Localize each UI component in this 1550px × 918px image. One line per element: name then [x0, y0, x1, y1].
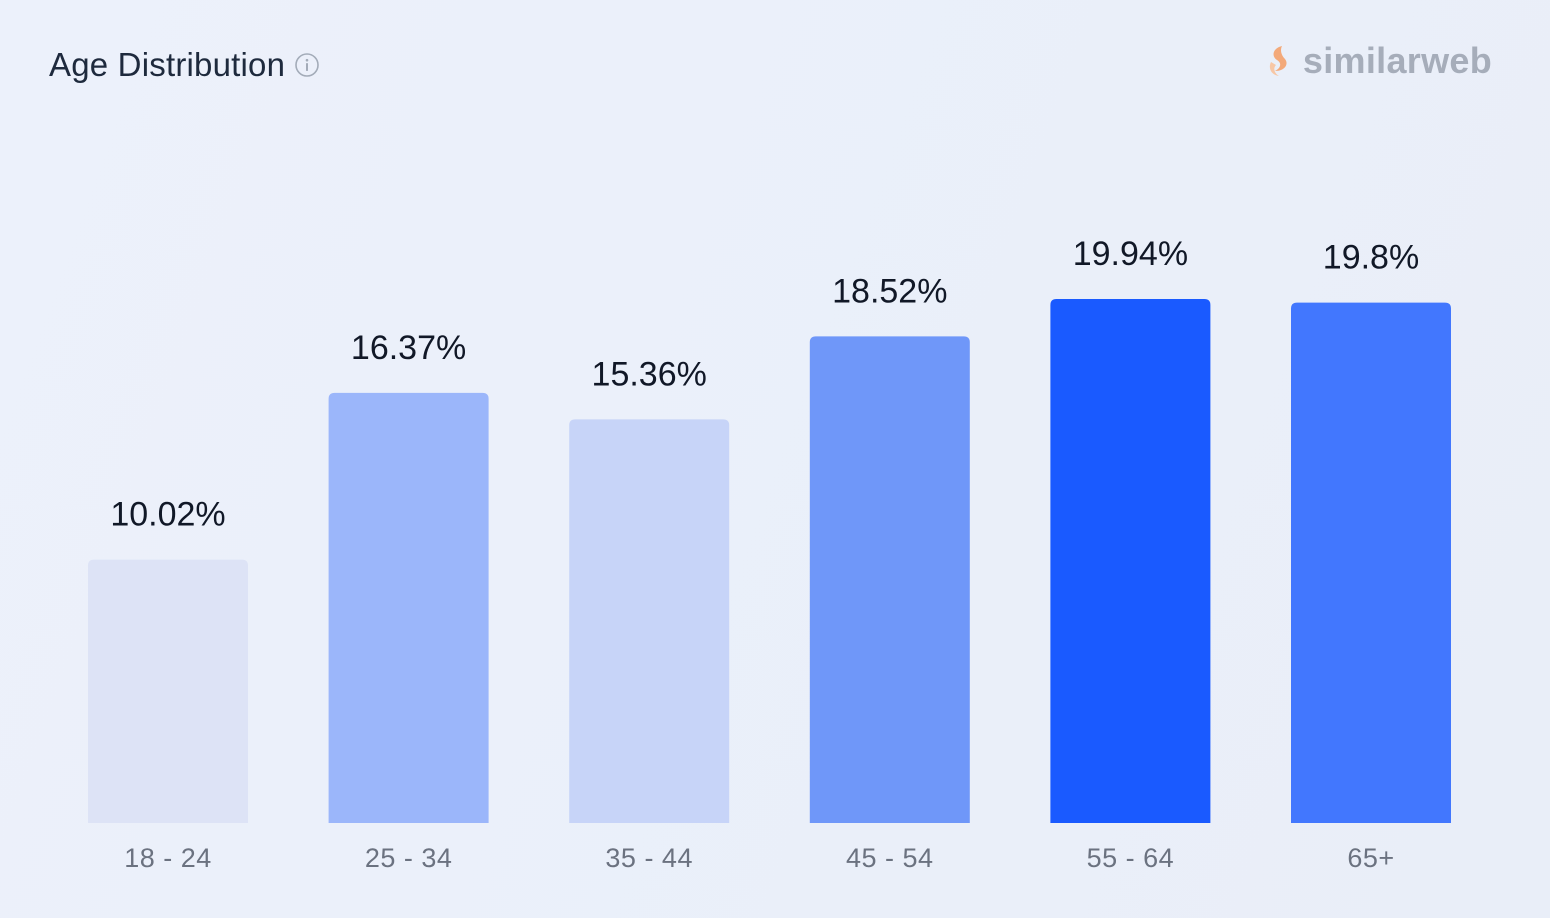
bar-25-34[interactable] — [328, 392, 489, 823]
bar-55-64[interactable] — [1050, 299, 1211, 823]
x-tick-label: 35 - 44 — [605, 843, 693, 873]
card-header: Age Distribution — [49, 46, 319, 84]
x-tick-label: 55 - 64 — [1087, 843, 1175, 873]
brand-name: similarweb — [1302, 40, 1492, 81]
bar-45-54[interactable] — [809, 336, 970, 823]
data-label: 19.8% — [1323, 239, 1419, 277]
data-label: 19.94% — [1073, 235, 1188, 273]
data-label: 18.52% — [832, 272, 947, 310]
chart-title: Age Distribution — [49, 46, 286, 83]
x-tick-label: 45 - 54 — [846, 843, 934, 873]
brand-logo: similarweb — [1265, 40, 1492, 82]
x-tick-label: 25 - 34 — [365, 843, 453, 873]
similarweb-logo-icon — [1265, 44, 1295, 78]
x-tick-label: 65+ — [1347, 843, 1394, 873]
x-tick-label: 18 - 24 — [124, 843, 212, 873]
data-label: 10.02% — [110, 496, 225, 534]
data-label: 15.36% — [592, 355, 707, 393]
data-label: 16.37% — [351, 329, 466, 367]
bar-65plus[interactable] — [1291, 302, 1451, 823]
bar-18-24[interactable] — [88, 559, 248, 823]
info-icon[interactable] — [295, 53, 319, 77]
bar-35-44[interactable] — [569, 419, 730, 823]
